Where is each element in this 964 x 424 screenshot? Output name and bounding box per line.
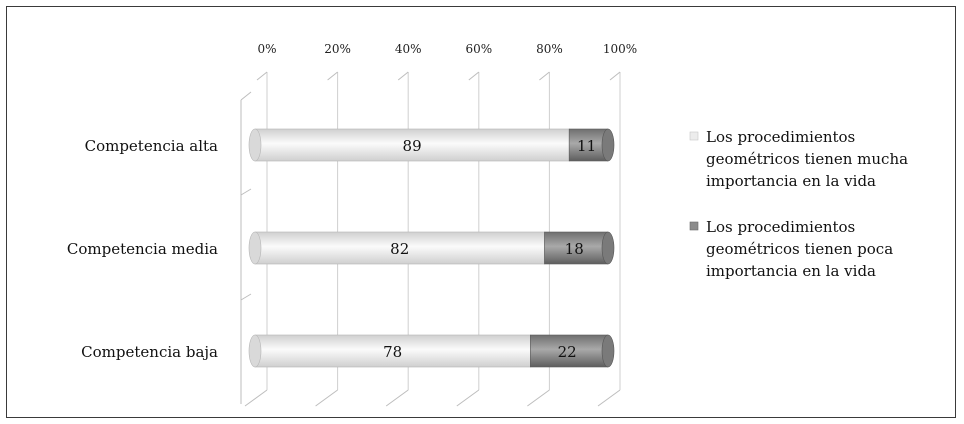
x-tick-label: 60% — [465, 42, 492, 56]
grid-floor-tick — [385, 389, 409, 407]
bar-end-cap — [601, 334, 615, 368]
bar-value-label: 22 — [558, 343, 577, 361]
x-tick-label: 100% — [603, 42, 637, 56]
y-axis-cap — [240, 91, 252, 101]
bar-segment — [530, 334, 609, 368]
bar-start-cap — [248, 128, 262, 162]
bar-value-label: 82 — [390, 240, 409, 258]
grid-floor-tick — [456, 389, 480, 407]
grid-top-tick — [327, 71, 338, 81]
legend-label: Los procedimientos geométricos tienen poc… — [706, 218, 893, 280]
axes — [240, 91, 252, 404]
bars: 89 11 82 18 78 22 — [248, 128, 615, 368]
x-tick-label: 80% — [536, 42, 563, 56]
y-axis-tick — [240, 293, 252, 301]
grid-floor-tick — [527, 389, 550, 407]
bar-segment — [254, 128, 570, 162]
y-axis-tick — [240, 188, 252, 196]
category-label: Competencia alta — [85, 137, 218, 155]
grid-top-tick — [468, 71, 480, 81]
category-label: Competencia baja — [81, 343, 218, 361]
bar-segment — [544, 231, 609, 265]
bar-start-cap — [248, 334, 262, 368]
category-labels: Competencia alta Competencia media Compete… — [67, 137, 218, 361]
grid-top-tick — [256, 71, 268, 81]
legend-swatch — [689, 221, 699, 231]
x-axis-tick-labels: 0% 20% 40% 60% 80% 100% — [257, 42, 637, 56]
x-tick-label: 0% — [257, 42, 276, 56]
bar-segment — [254, 231, 545, 265]
bar-value-label: 89 — [403, 137, 422, 155]
category-label: Competencia media — [67, 240, 218, 258]
legend-swatch — [689, 131, 699, 141]
bar-value-label: 78 — [383, 343, 402, 361]
grid-top-tick — [609, 71, 621, 81]
legend: Los procedimientos geométricos tienen muc… — [689, 128, 908, 280]
grid-floor-tick — [315, 389, 338, 407]
grid-top-tick — [539, 71, 550, 81]
grid-floor-tick — [597, 389, 621, 407]
grid-floor-tick — [244, 389, 268, 407]
bar-value-label: 18 — [565, 240, 584, 258]
bar-value-label: 11 — [577, 137, 596, 155]
bar-segment — [568, 128, 609, 162]
x-tick-label: 20% — [324, 42, 351, 56]
bar-start-cap — [248, 231, 262, 265]
legend-label: Los procedimientos geométricos tienen muc… — [706, 128, 908, 190]
bar-end-cap — [601, 128, 615, 162]
grid-top-tick — [397, 71, 409, 81]
x-tick-label: 40% — [395, 42, 422, 56]
bar-end-cap — [601, 231, 615, 265]
